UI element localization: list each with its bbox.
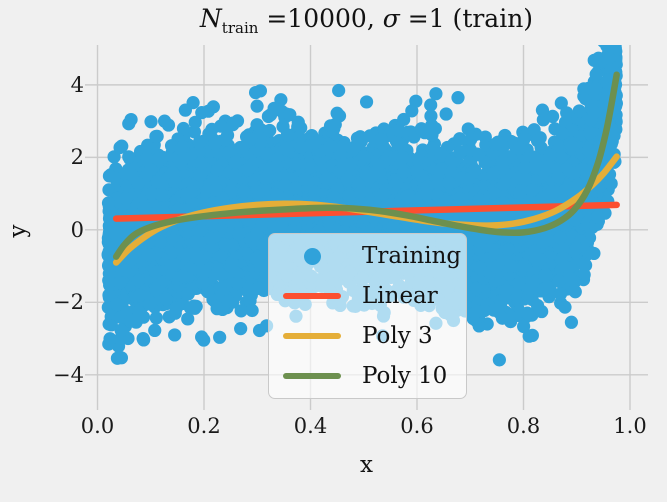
title-variable-N: N xyxy=(199,4,222,33)
legend-swatch-box xyxy=(278,247,346,265)
title-eq1: =10000, xyxy=(258,4,383,33)
title-sigma: σ xyxy=(382,4,400,33)
x-tick-label: 0.8 xyxy=(506,414,541,438)
y-tick-label: 0 xyxy=(70,217,84,242)
title-eq2: =1 (train) xyxy=(399,4,534,33)
legend-label-linear: Linear xyxy=(362,283,438,309)
y-tick-label: 4 xyxy=(70,72,84,97)
x-tick-label: 0.4 xyxy=(293,414,328,438)
training-dot-icon xyxy=(303,247,321,265)
x-axis-label: x xyxy=(360,452,373,478)
legend-label-training: Training xyxy=(362,243,462,269)
legend-item-poly3: Poly 3 xyxy=(269,316,466,356)
legend-swatch-box xyxy=(278,293,346,299)
x-tick-label: 0.0 xyxy=(80,414,115,438)
legend-item-training: Training xyxy=(269,236,466,276)
x-tick-label: 0.6 xyxy=(400,414,434,438)
poly3-line-icon xyxy=(283,333,341,339)
linear-line-icon xyxy=(283,293,341,299)
legend-item-poly10: Poly 10 xyxy=(269,356,466,396)
chart-title: Ntrain =10000, σ =1 (train) xyxy=(85,4,648,37)
title-subscript-train: train xyxy=(221,19,259,37)
legend-label-poly10: Poly 10 xyxy=(362,363,448,389)
x-tick-label: 1.0 xyxy=(613,414,647,438)
legend-item-linear: Linear xyxy=(269,276,466,316)
legend: Training Linear Poly 3 Poly 10 xyxy=(268,233,467,399)
x-tick-label: 0.2 xyxy=(187,414,221,438)
legend-swatch-box xyxy=(278,373,346,379)
legend-swatch-box xyxy=(278,333,346,339)
y-tick-label: −2 xyxy=(53,290,84,315)
y-tick-label: −4 xyxy=(53,362,84,387)
legend-label-poly3: Poly 3 xyxy=(362,323,433,349)
y-tick-label: 2 xyxy=(70,145,84,170)
poly10-line-icon xyxy=(283,373,341,379)
